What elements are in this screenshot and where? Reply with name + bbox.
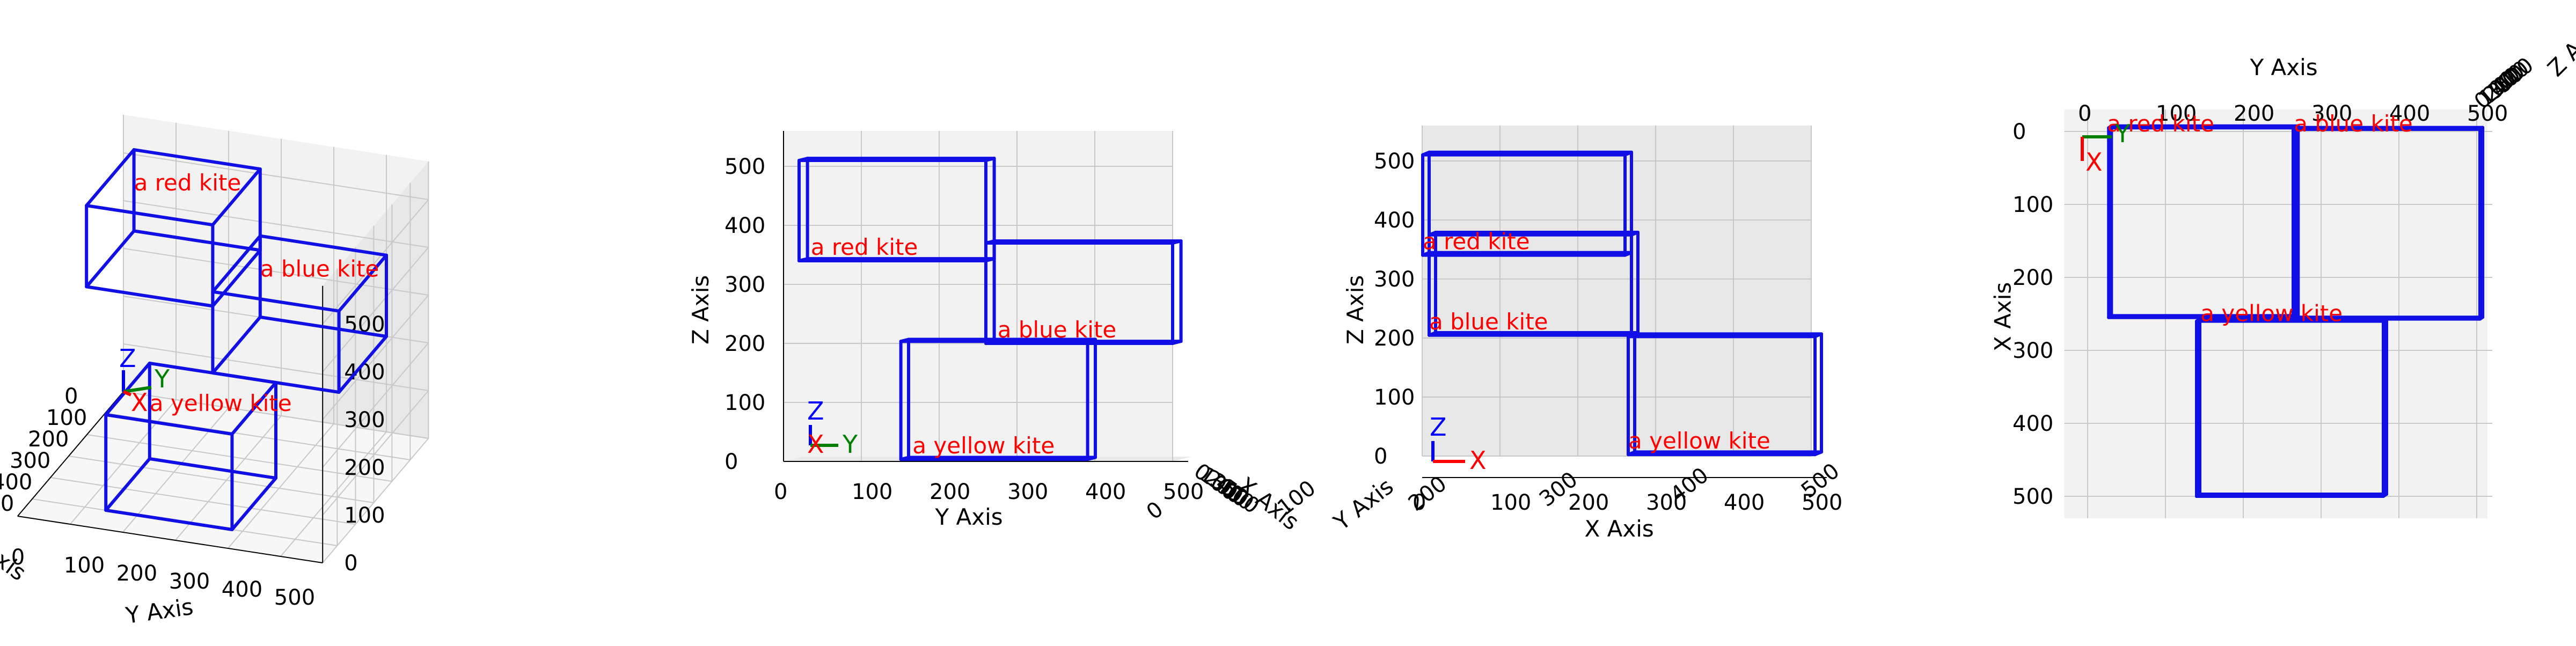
- kite-box-edge: [2197, 319, 2200, 321]
- y-axis-title: Y Axis: [1328, 473, 1398, 536]
- z-tick-label: 400: [724, 214, 765, 238]
- z-tick-label: 200: [1374, 326, 1415, 351]
- x-tick-label: 100: [2012, 193, 2053, 217]
- y-tick-label: 0: [774, 480, 787, 504]
- kite-label: a blue kite: [998, 317, 1117, 343]
- kite-label: a red kite: [1423, 229, 1530, 255]
- y-tick-label: 500: [2467, 101, 2508, 126]
- gizmo-y-label: Y: [2114, 119, 2131, 148]
- gizmo-z-label: Z: [807, 397, 824, 425]
- view-top: 0001001001002002002003003003004004004005…: [1990, 14, 2576, 518]
- gizmo-x-label: X: [131, 388, 148, 417]
- back-pane: [784, 131, 1173, 461]
- gizmo-z-label: Z: [1430, 413, 1447, 442]
- kite-box-edge: [2480, 317, 2483, 319]
- z-tick-label: 500: [1374, 149, 1415, 174]
- x-tick-label: 500: [0, 491, 14, 516]
- kite-label: a red kite: [134, 170, 241, 196]
- x-tick-label: 500: [2012, 484, 2053, 509]
- z-axis-title: Z Axis: [2542, 14, 2576, 82]
- x-tick-label: 300: [2012, 339, 2053, 363]
- z-axis-title: Z Axis: [687, 275, 714, 344]
- view-perspective: 0001001001002002002003003003004004004005…: [0, 115, 428, 629]
- z-tick-label: 100: [344, 503, 385, 528]
- y-axis-title: Y Axis: [935, 504, 1003, 530]
- x-axis-title: X Axis: [1585, 516, 1654, 542]
- y-tick-label: 100: [852, 480, 892, 504]
- kite-label: a yellow kite: [2200, 300, 2343, 327]
- x-tick-label: 400: [1724, 490, 1765, 515]
- x-axis-title: X Axis: [1990, 282, 2016, 351]
- gizmo-z-label: Z: [119, 344, 136, 373]
- y-tick-label: 400: [222, 577, 262, 602]
- z-tick-label: 200: [344, 456, 385, 480]
- kite-box-edge: [2197, 494, 2200, 496]
- kite-box-edge: [2480, 128, 2483, 129]
- z-tick-label: 400: [1374, 208, 1415, 233]
- x-tick-label: 400: [2012, 412, 2053, 436]
- gizmo-y-label: Y: [842, 430, 858, 459]
- y-tick-label: 500: [274, 585, 315, 610]
- kite-box-edge: [2109, 315, 2111, 317]
- x-axis-title: X Axis: [0, 524, 31, 586]
- x-tick-label: 200: [2012, 266, 2053, 290]
- y-tick-label: 200: [2234, 101, 2274, 126]
- kite-label: a yellow kite: [912, 432, 1055, 459]
- x-tick-label: 0: [2012, 120, 2026, 144]
- y-axis-title: Y Axis: [2250, 54, 2318, 80]
- kite-label: a yellow kite: [1628, 428, 1770, 454]
- kite-label: a blue kite: [1429, 309, 1548, 335]
- y-tick-label-edge-on: 200: [1404, 472, 1451, 516]
- y-axis-title: Y Axis: [123, 593, 195, 629]
- z-tick-label: 300: [1374, 267, 1415, 292]
- kite-label: a yellow kite: [150, 390, 292, 416]
- y-tick-label: 0: [2078, 101, 2091, 126]
- back-pane: [1422, 126, 1811, 456]
- kite-label: a blue kite: [260, 255, 379, 282]
- y-tick-label: 100: [64, 553, 105, 578]
- y-tick-label: 400: [1085, 480, 1126, 504]
- z-tick-label: 300: [344, 408, 385, 432]
- gizmo-x-label: X: [1469, 446, 1487, 475]
- kite-box-edge: [2383, 319, 2387, 321]
- kite-label: a blue kite: [2294, 111, 2413, 137]
- x-tick-label: 200: [1568, 490, 1609, 515]
- z-tick-label: 100: [724, 391, 765, 415]
- kite-label: a red kite: [811, 234, 918, 260]
- gizmo-x-label: X: [2085, 148, 2103, 177]
- z-tick-label: 300: [724, 273, 765, 297]
- z-tick-label: 200: [724, 332, 765, 356]
- z-tick-label: 0: [1374, 444, 1387, 469]
- z-tick-label: 100: [1374, 385, 1415, 410]
- z-axis-title: Z Axis: [1342, 275, 1368, 344]
- kite-box-edge: [2383, 494, 2387, 496]
- y-tick-label: 200: [930, 480, 970, 504]
- y-tick-label: 300: [169, 569, 210, 594]
- x-tick-label: 100: [1490, 490, 1531, 515]
- gizmo-y-label: Y: [154, 364, 170, 393]
- z-tick-label: 500: [724, 155, 765, 179]
- y-tick-label: 500: [1163, 480, 1204, 504]
- z-tick-label: 0: [724, 450, 738, 474]
- gizmo-x-label: X: [807, 430, 824, 459]
- z-tick-label: 0: [344, 551, 357, 576]
- y-tick-label: 300: [1007, 480, 1048, 504]
- y-tick-label: 200: [116, 561, 157, 586]
